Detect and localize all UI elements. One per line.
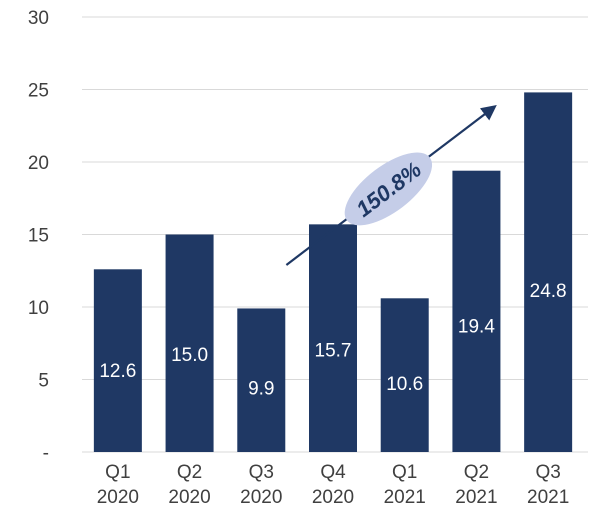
bar (93, 269, 142, 452)
x-tick-label: 2021 (527, 487, 569, 508)
data-labels: 12.6 15.0 9.9 15.7 10.6 19.4 24.8 (99, 281, 566, 399)
bars (93, 92, 573, 453)
y-tick-label: 20 (28, 153, 49, 174)
x-tick-label: 2020 (168, 487, 210, 508)
data-label: 15.7 (315, 341, 352, 362)
growth-bubble (344, 152, 433, 226)
x-tick-label: Q4 (320, 462, 346, 483)
y-tick-label: 25 (28, 81, 49, 102)
y-tick-label: 5 (38, 371, 49, 392)
x-tick-label: 2020 (240, 487, 282, 508)
bar (165, 234, 214, 452)
data-label: 9.9 (248, 378, 274, 399)
data-label: 24.8 (530, 281, 567, 302)
y-axis-ticks: - 5 10 15 20 25 30 (28, 8, 49, 464)
x-tick-label: 2020 (312, 487, 354, 508)
x-tick-label: Q2 (177, 462, 202, 483)
data-label: 12.6 (99, 361, 136, 382)
x-tick-label: Q1 (105, 462, 130, 483)
bar (452, 170, 501, 452)
data-label: 10.6 (386, 374, 423, 395)
y-tick-label: 30 (28, 8, 49, 29)
x-tick-label: 2021 (455, 487, 497, 508)
x-axis-ticks: Q1 2020 Q2 2020 Q3 2020 Q4 2020 Q1 2021 Q2 2021 Q3 20… (97, 462, 570, 508)
y-tick-label: 15 (28, 226, 49, 247)
x-tick-label: Q2 (464, 462, 489, 483)
bar (237, 308, 286, 452)
x-tick-label: Q1 (392, 462, 417, 483)
data-label: 19.4 (458, 316, 495, 337)
x-tick-label: 2020 (97, 487, 139, 508)
y-tick-label: - (43, 443, 49, 464)
x-tick-label: Q3 (535, 462, 560, 483)
bar (380, 298, 429, 452)
y-tick-label: 10 (28, 298, 49, 319)
bar (309, 224, 357, 452)
x-tick-label: 2021 (384, 487, 426, 508)
bar (524, 92, 573, 453)
x-tick-label: Q3 (249, 462, 274, 483)
data-label: 15.0 (171, 345, 208, 366)
